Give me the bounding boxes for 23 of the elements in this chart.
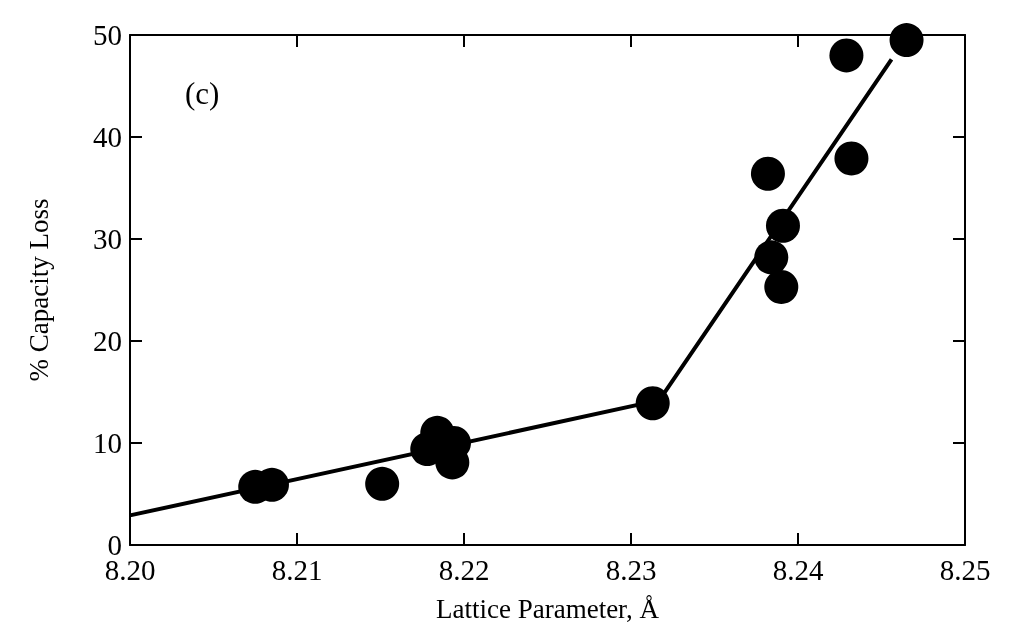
point <box>635 386 670 421</box>
point <box>754 240 789 275</box>
point <box>766 208 800 243</box>
x-tick-label: 8.22 <box>438 553 490 586</box>
y-tick-label: 0 <box>107 529 122 561</box>
annotation: (c) <box>185 76 220 111</box>
y-tick-label: 10 <box>93 427 122 459</box>
point <box>365 466 400 501</box>
point <box>889 23 924 58</box>
y-tick-label: 20 <box>93 325 122 357</box>
x-tick-label: 8.21 <box>271 553 323 586</box>
y-tick-label: 40 <box>93 121 122 153</box>
y-tick-label: 30 <box>93 223 122 255</box>
x-axis-title: Lattice Parameter, Å <box>435 593 660 624</box>
y-axis-title: % Capacity Loss <box>23 198 54 382</box>
x-tick-label: 8.25 <box>939 553 991 586</box>
point <box>750 156 785 191</box>
y-tick-label: 50 <box>93 19 122 51</box>
point <box>764 269 799 304</box>
x-tick-label: 8.23 <box>605 553 657 586</box>
x-tick-label: 8.24 <box>772 553 824 586</box>
point <box>834 141 869 176</box>
point <box>829 38 864 73</box>
